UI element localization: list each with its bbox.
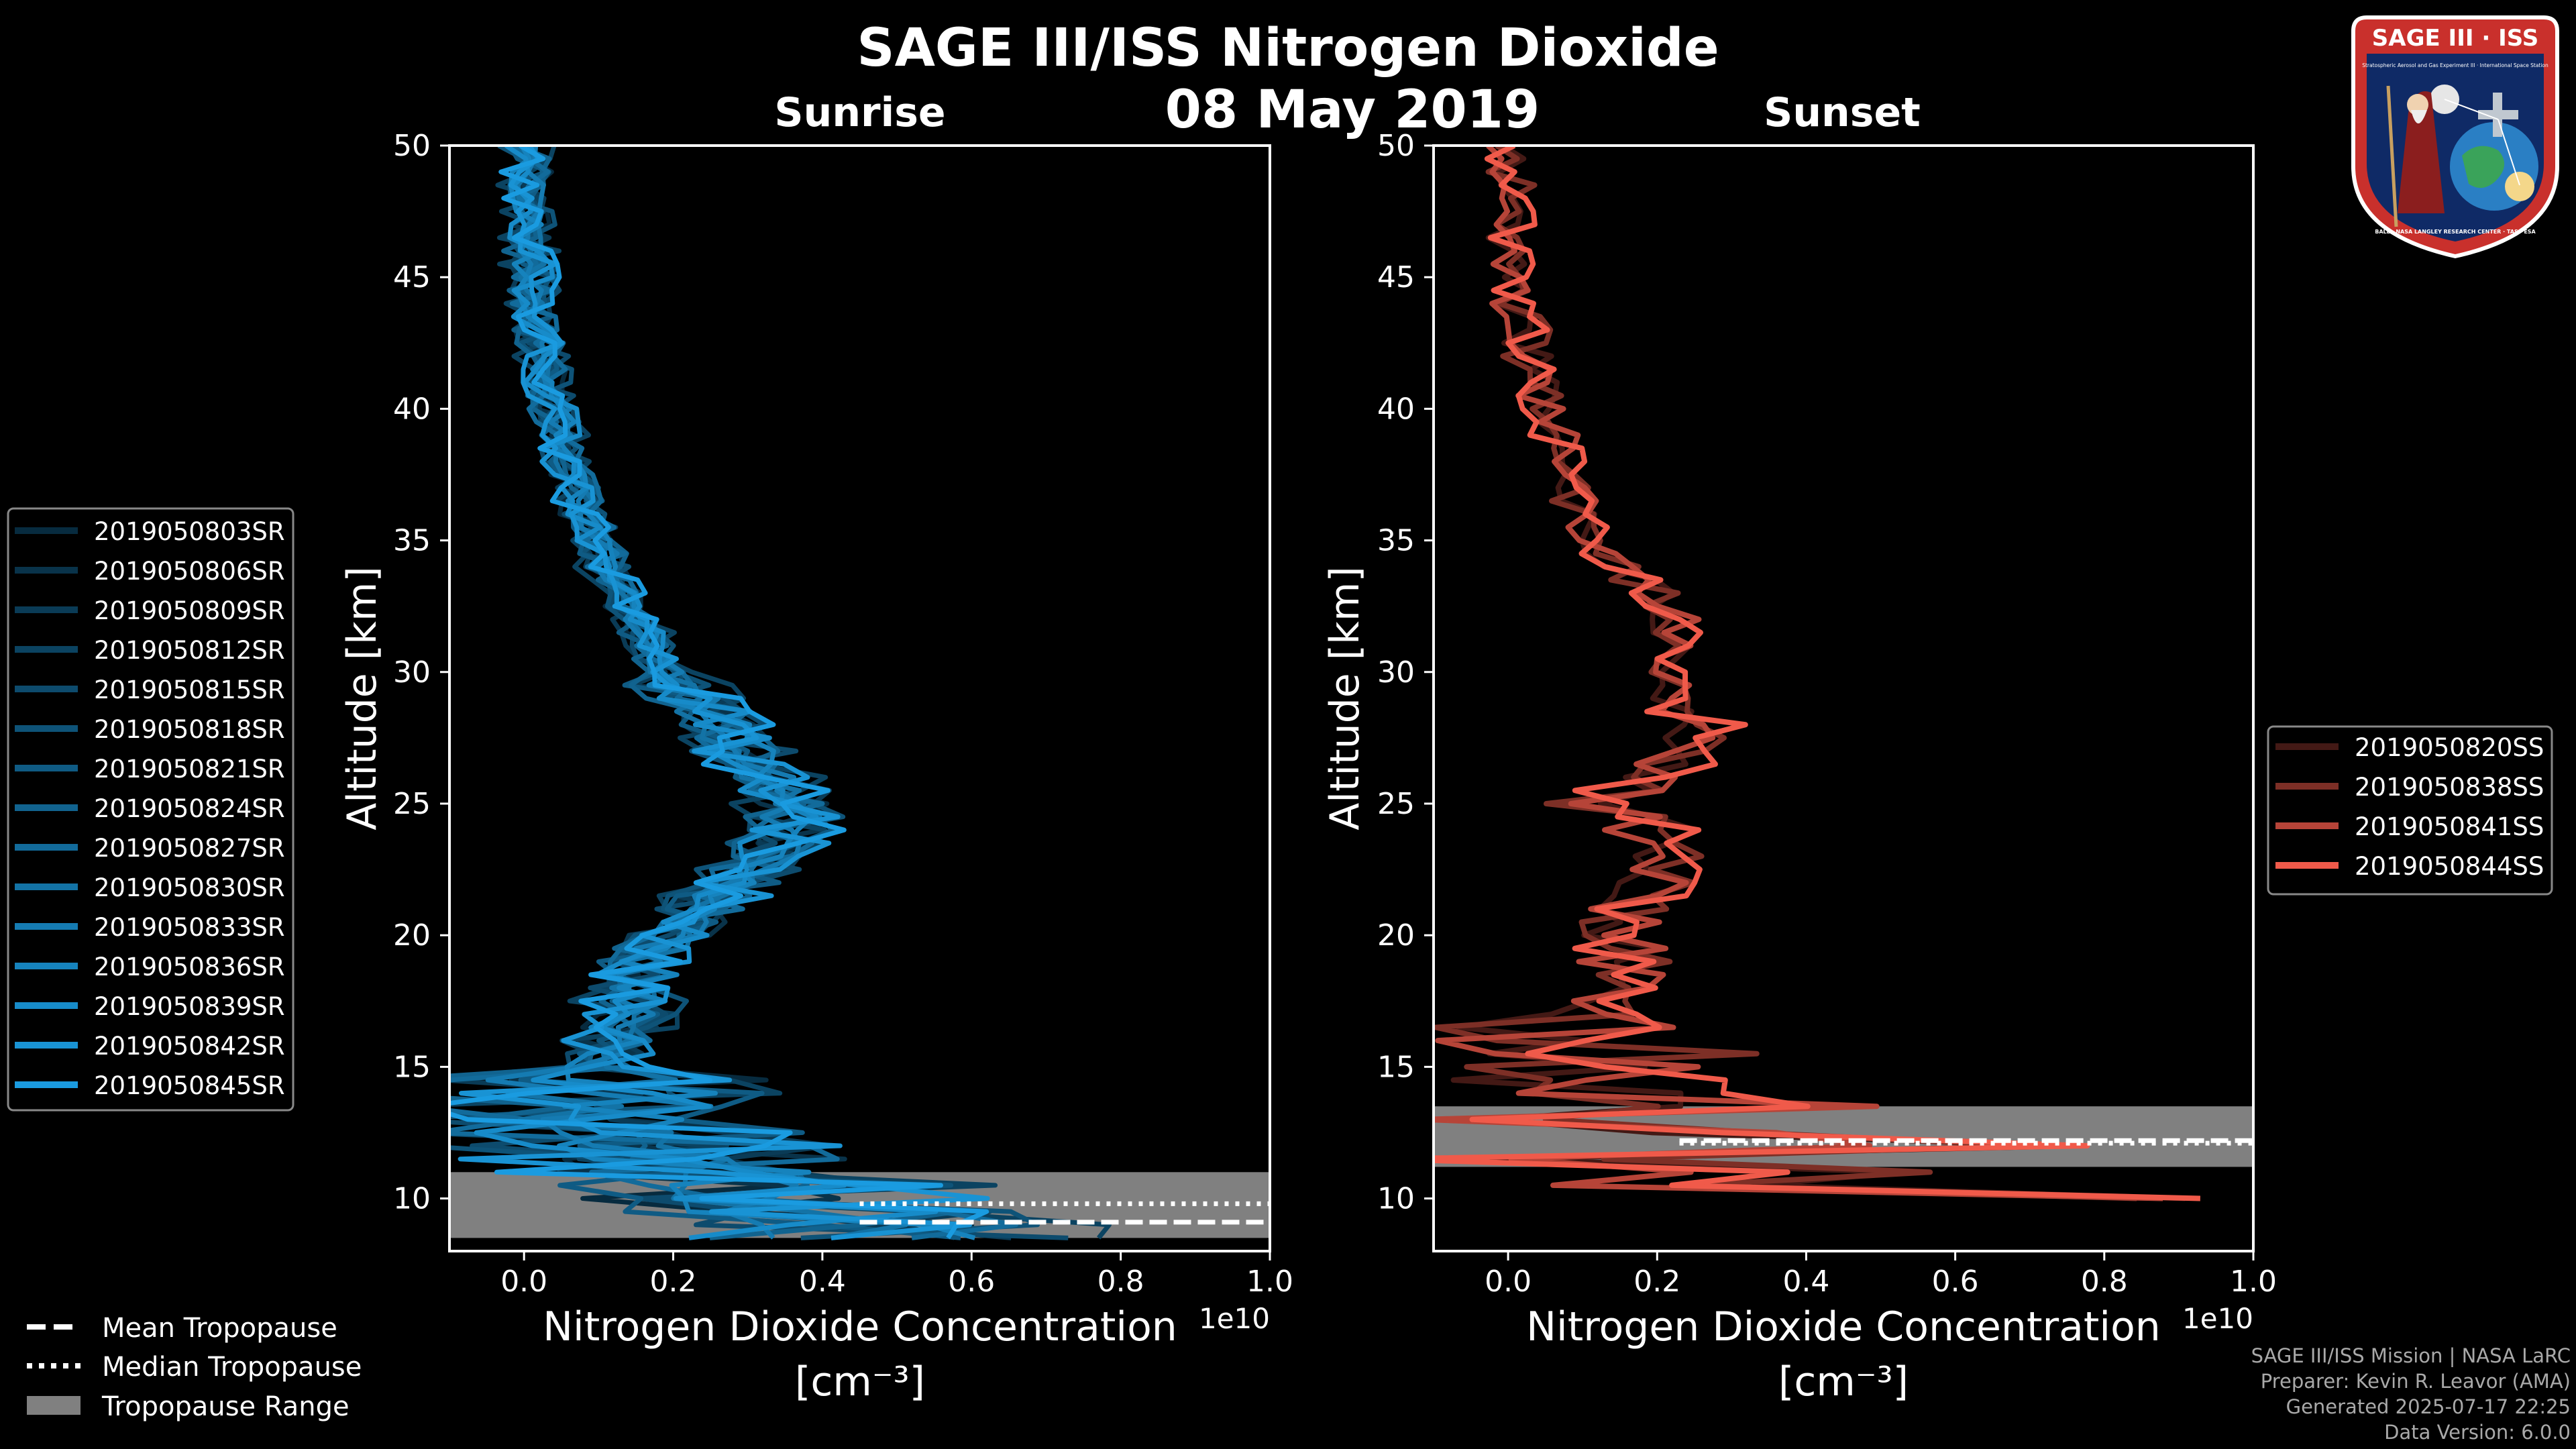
sunset-legend-label: 2019050841SS [2355,812,2544,841]
sunset-x-tick-label: 1.0 [2230,1265,2277,1299]
sunset-y-tick-label: 10 [1377,1182,1415,1216]
sunset-legend-label: 2019050838SS [2355,773,2544,802]
sunrise-y-tick-label: 50 [393,129,431,163]
sunrise-y-tick-label: 10 [393,1182,431,1216]
sunrise-legend-label: 2019050833SR [94,913,285,942]
sunrise-legend-label: 2019050806SR [94,557,285,586]
sunset-legend-box [2267,725,2553,896]
sunrise-y-tick-label: 45 [393,260,431,294]
sunset-legend: 2019050820SS 2019050838SS 2019050841SS 2019… [2267,725,2553,896]
sunset-axes-frame [1432,144,2255,1252]
sunset-panel-title: Sunset [1764,89,1921,136]
sunrise-y-axis-label: Altitude [km] [339,566,386,830]
sunrise-legend-box [7,507,294,1112]
sunset-y-tick-label: 40 [1377,392,1415,426]
sunrise-x-axis-label: Nitrogen Dioxide Concentration [543,1303,1177,1350]
sunrise-y-tick-label: 30 [393,655,431,690]
sunrise-axes-frame [448,144,1271,1252]
sunrise-y-tick-label: 35 [393,524,431,558]
sunset-y-tick-label: 25 [1377,787,1415,821]
tropopause-range-swatch [27,1396,80,1415]
tropopause-range-label: Tropopause Range [101,1391,350,1422]
sunset-profile-2019050844SS [1434,146,2200,1201]
credits: SAGE III/ISS Mission | NASA LaRC Prepare… [2251,1343,2571,1445]
sunrise-plot-area [449,146,1270,1240]
sunrise-y-tick-label: 15 [393,1050,431,1084]
sunrise-panel: 0.0 0.2 0.4 0.6 0.8 1.0 10 15 20 25 30 35 40 45 50 1e1… [339,129,1293,1405]
sunrise-profile-2019050806SR [507,146,955,1240]
sunset-y-tick-label: 15 [1377,1050,1415,1084]
median-tropopause-label: Median Tropopause [102,1352,362,1383]
sunset-y-tick-label: 45 [1377,260,1415,294]
sunrise-legend-label: 2019050827SR [94,834,285,863]
sunrise-x-tick-label: 0.2 [650,1265,697,1299]
sunset-axis-ticks: 0.0 0.2 0.4 0.6 0.8 1.0 10 15 20 25 30 35 40 45 50 [1377,129,2277,1299]
sunrise-legend-label: 2019050842SR [94,1032,285,1061]
figure-title: SAGE III/ISS Nitrogen Dioxide [857,18,1719,78]
sunset-y-axis-label: Altitude [km] [1322,566,1368,830]
mean-tropopause-label: Mean Tropopause [102,1313,337,1344]
sunset-y-tick-label: 30 [1377,655,1415,690]
sunrise-x-tick-label: 1.0 [1246,1265,1293,1299]
sunset-legend-label: 2019050844SS [2355,852,2544,881]
sunset-panel: 0.0 0.2 0.4 0.6 0.8 1.0 10 15 20 25 30 35 40 45 50 1e1… [1322,129,2277,1405]
sunset-y-tick-label: 50 [1377,129,1415,163]
sunrise-y-tick-label: 20 [393,918,431,953]
sunset-plot-area [1434,146,2253,1201]
sunrise-profile-2019050845SR [449,146,989,1240]
sunrise-profile-2019050824SR [449,146,961,1240]
sunrise-legend-label: 2019050836SR [94,953,285,981]
tropopause-legend: Mean Tropopause Median Tropopause Tropop… [27,1313,362,1422]
sunrise-y-tick-label: 25 [393,787,431,821]
sunrise-legend-label: 2019050824SR [94,794,285,823]
sunrise-legend-label: 2019050812SR [94,636,285,665]
sunset-x-tick-label: 0.0 [1485,1265,1532,1299]
sunset-x-axis-units: [cm⁻³] [1778,1358,1909,1405]
sunset-x-tick-label: 0.2 [1633,1265,1680,1299]
sunrise-x-tick-label: 0.4 [799,1265,846,1299]
sunrise-legend: 2019050803SR 2019050806SR 2019050809SR 2019… [7,507,294,1112]
sunrise-profile-2019050836SR [508,146,976,1240]
sunset-x-tick-label: 0.4 [1782,1265,1829,1299]
credits-data-version: Data Version: 6.0.0 [2384,1421,2571,1444]
sunrise-legend-label: 2019050818SR [94,715,285,744]
sunset-y-tick-label: 35 [1377,524,1415,558]
sunset-y-tick-label: 20 [1377,918,1415,953]
logo-subtitle: Stratospheric Aerosol and Gas Experiment… [2362,62,2548,68]
sunset-x-tick-label: 0.8 [2081,1265,2128,1299]
sunset-x-tick-label: 0.6 [1932,1265,1979,1299]
sunrise-axis-ticks: 0.0 0.2 0.4 0.6 0.8 1.0 10 15 20 25 30 35 40 45 50 [393,129,1293,1299]
logo-name: SAGE III · ISS [2372,25,2538,52]
sage-iii-iss-logo: SAGE III · ISS Stratospheric Aerosol and… [2351,15,2559,259]
sunset-profile-2019050820SS [1450,146,2186,1201]
credits-mission: SAGE III/ISS Mission | NASA LaRC [2251,1344,2571,1367]
figure-date: 08 May 2019 [1165,80,1540,140]
sunset-x-scale-label: 1e10 [2182,1302,2253,1335]
sunrise-legend-label: 2019050845SR [94,1071,285,1100]
sunrise-legend-label: 2019050815SR [94,676,285,704]
sunrise-y-tick-label: 40 [393,392,431,426]
logo-ring-text: BALL · NASA LANGLEY RESEARCH CENTER · TA… [2375,229,2536,235]
sunrise-panel-title: Sunrise [774,89,945,136]
sunset-x-axis-label: Nitrogen Dioxide Concentration [1526,1303,2161,1350]
sunrise-profile-2019050839SR [474,146,938,1240]
sunrise-x-tick-label: 0.8 [1097,1265,1144,1299]
sunrise-legend-label: 2019050809SR [94,596,285,625]
credits-preparer: Preparer: Kevin R. Leavor (AMA) [2260,1370,2571,1393]
credits-generated: Generated 2025-07-17 22:25 [2286,1395,2571,1418]
sunrise-x-tick-label: 0.6 [948,1265,995,1299]
sunset-legend-label: 2019050820SS [2355,733,2544,762]
sunrise-profile-2019050821SR [506,146,961,1240]
sunrise-legend-label: 2019050830SR [94,873,285,902]
sunrise-legend-label: 2019050839SR [94,992,285,1021]
sunrise-x-tick-label: 0.0 [500,1265,547,1299]
sunset-profile-2019050838SS [1434,146,2137,1201]
sunrise-x-axis-units: [cm⁻³] [795,1358,925,1405]
sunrise-legend-label: 2019050803SR [94,517,285,546]
sunrise-legend-label: 2019050821SR [94,755,285,784]
sunrise-x-scale-label: 1e10 [1199,1302,1270,1335]
